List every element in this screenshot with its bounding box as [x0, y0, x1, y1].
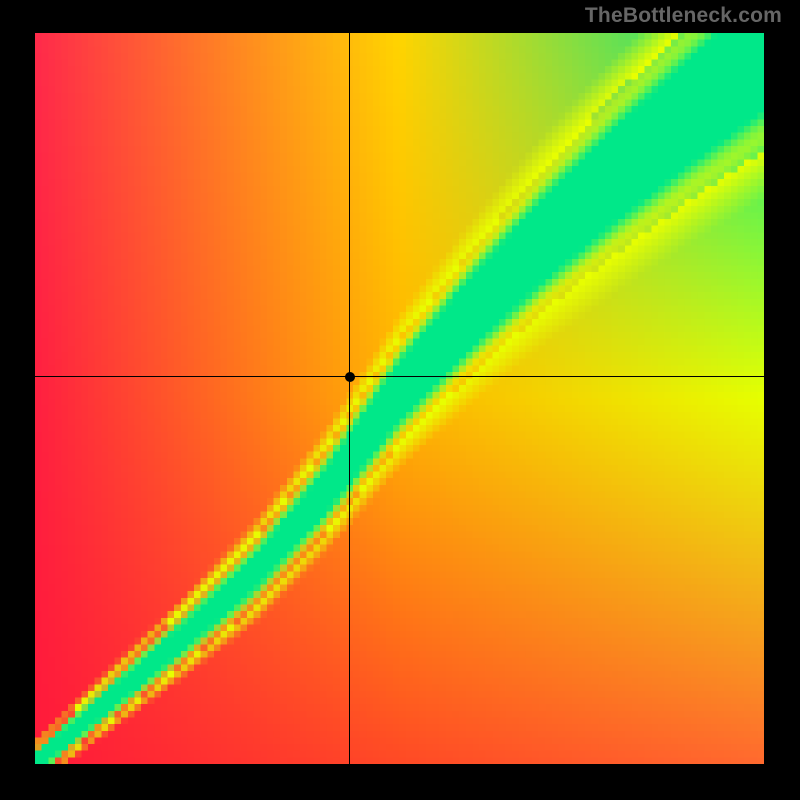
- attribution-label: TheBottleneck.com: [585, 4, 782, 28]
- crosshair-horizontal: [35, 376, 764, 377]
- crosshair-vertical: [349, 33, 350, 764]
- heatmap-canvas: [35, 33, 764, 764]
- chart-container: TheBottleneck.com: [0, 0, 800, 800]
- marker-dot: [345, 372, 355, 382]
